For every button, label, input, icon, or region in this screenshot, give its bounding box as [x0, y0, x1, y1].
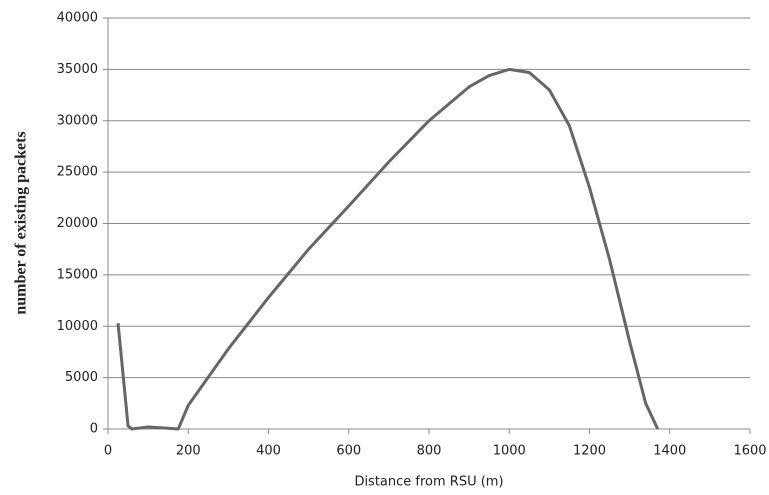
x-tick-label: 400 [256, 444, 281, 459]
y-tick-label: 10000 [57, 319, 98, 334]
x-tick-label: 1400 [653, 444, 686, 459]
x-tick-label: 600 [336, 444, 361, 459]
x-axis-label: Distance from RSU (m) [354, 475, 503, 490]
data-line [116, 67, 660, 431]
x-tick-label: 1600 [733, 444, 766, 459]
x-tick-label: 200 [176, 444, 201, 459]
y-tick-label: 25000 [57, 165, 98, 180]
y-tick-label: 40000 [57, 11, 98, 26]
x-tick-label: 800 [417, 444, 442, 459]
y-tick-label: 35000 [57, 62, 98, 77]
y-tick-label: 20000 [57, 216, 98, 231]
x-tick-label: 1000 [493, 444, 526, 459]
y-axis-label: number of existing packets [13, 131, 30, 314]
y-tick-label: 5000 [65, 370, 98, 385]
y-tick-label: 30000 [57, 113, 98, 128]
x-tick-label: 1200 [573, 444, 606, 459]
y-tick-label: 0 [90, 422, 98, 437]
x-tick-label: 0 [104, 444, 112, 459]
y-tick-label: 15000 [57, 267, 98, 282]
